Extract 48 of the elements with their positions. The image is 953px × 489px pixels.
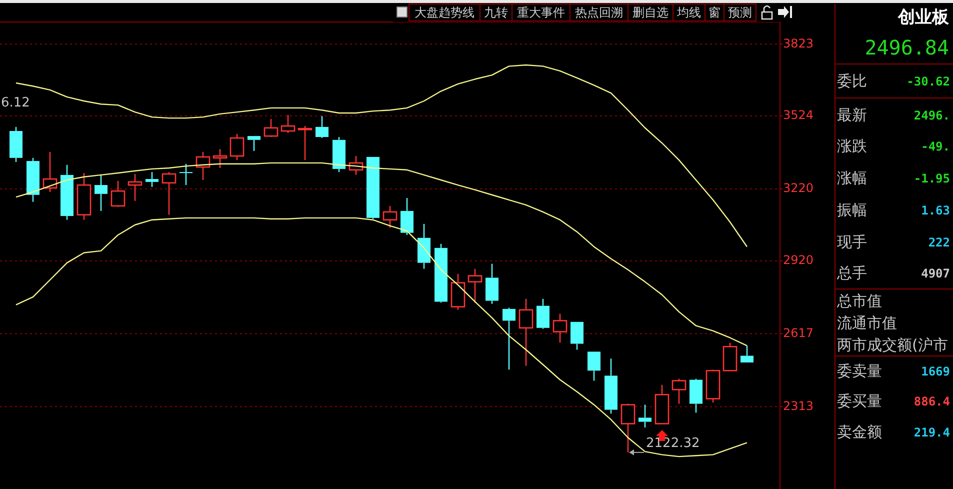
category-label: 两市成交额(沪市 [837, 336, 948, 354]
text: 热点回溯 [575, 5, 623, 20]
text: 886.4 [914, 394, 950, 408]
text: 4907 [921, 266, 950, 280]
category-label: 总手 [836, 264, 867, 282]
candlestick [654, 384, 670, 424]
annotation: 2122.32 [646, 436, 700, 451]
text: 219.4 [914, 425, 950, 440]
category-label: 卖金额 [837, 423, 882, 442]
text: 创业板 [897, 8, 950, 28]
candlestick [518, 298, 534, 366]
text: 窗 [708, 5, 720, 20]
y-tick-label: 2313 [783, 398, 814, 413]
category-label: 委卖量 [837, 362, 882, 380]
text: -1.95 [914, 171, 950, 186]
y-tick-label: 3524 [783, 108, 814, 122]
y-tick-label: 2617 [783, 326, 814, 340]
text: 1.63 [921, 203, 950, 218]
text: 222 [928, 235, 950, 250]
y-tick-label: 2920 [783, 253, 814, 268]
candlestick [502, 307, 516, 370]
candlestick [248, 136, 260, 152]
text: 大盘趋势线 [414, 5, 474, 20]
category-label: 现手 [837, 233, 867, 252]
annotation: 6.12 [1, 96, 30, 111]
text: 预测 [728, 5, 752, 20]
category-label: 振幅 [837, 201, 867, 220]
candlestick [588, 352, 600, 382]
text: 1669 [921, 364, 950, 378]
text: -30.62 [906, 74, 950, 88]
text: 2496. [914, 108, 950, 122]
text: 均线 [676, 5, 701, 20]
text: 九转 [484, 5, 508, 20]
category-label: 委买量 [837, 392, 882, 410]
text: 2496.84 [864, 35, 949, 60]
category-label: 涨幅 [837, 169, 867, 188]
text: 删自选 [632, 5, 668, 20]
candlestick [740, 345, 754, 362]
y-tick-label: 3220 [783, 181, 814, 196]
text: -49. [921, 139, 950, 154]
category-label: 总市值 [836, 292, 882, 310]
category-label: 涨跌 [837, 137, 867, 156]
candlestick [94, 174, 108, 212]
text: 重大事件 [517, 5, 565, 20]
category-label: 最新 [837, 106, 867, 124]
category-label: 委比 [837, 72, 867, 90]
y-tick-label: 3823 [783, 36, 814, 50]
category-label: 流通市值 [837, 314, 897, 332]
